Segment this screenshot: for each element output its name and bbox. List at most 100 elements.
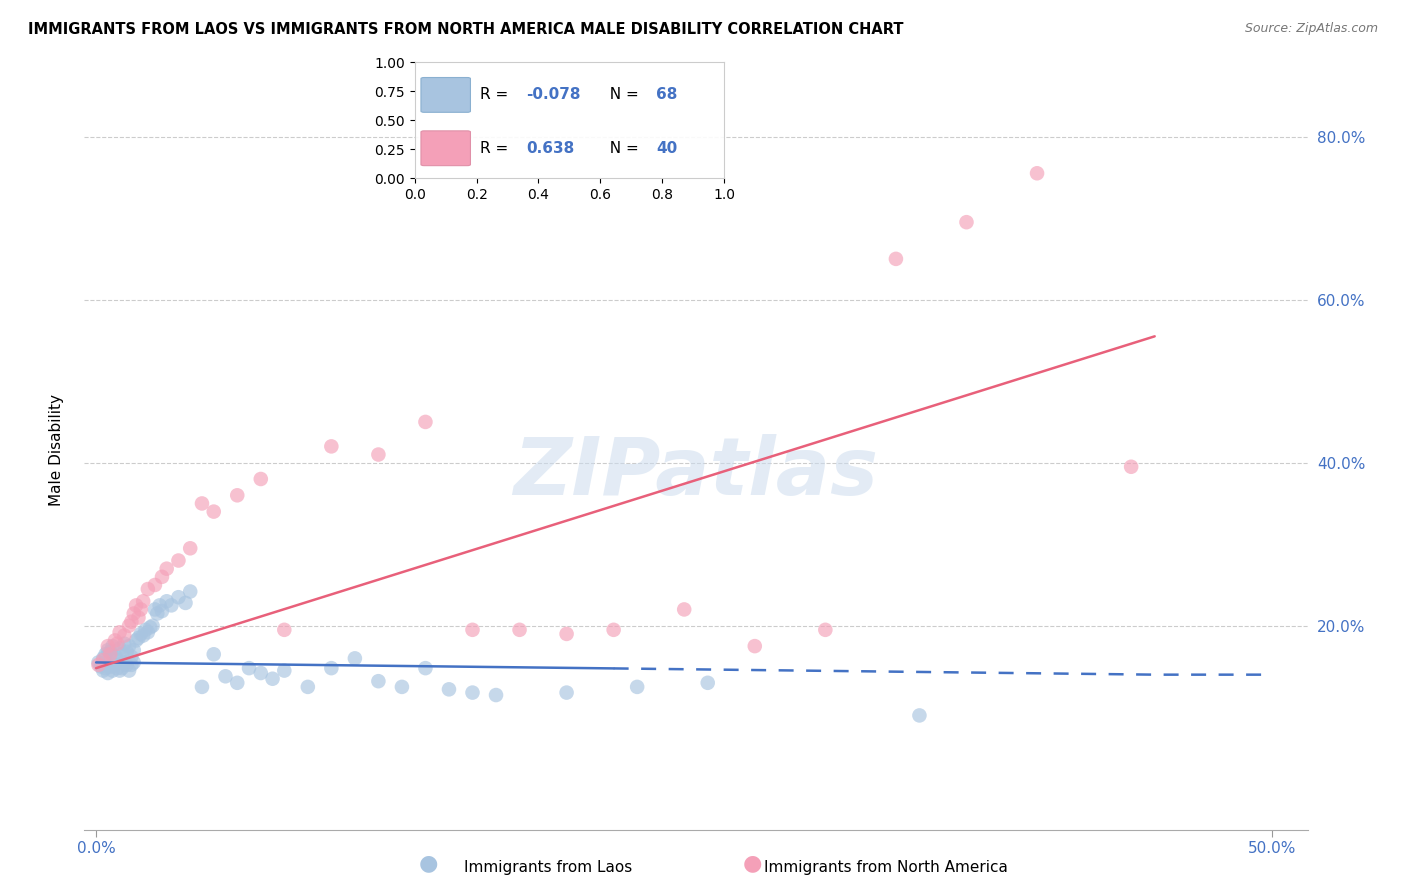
Point bbox=[1026, 166, 1049, 180]
Point bbox=[191, 680, 214, 694]
Text: R =: R = bbox=[479, 141, 517, 156]
Text: N =: N = bbox=[600, 87, 644, 103]
Point bbox=[226, 488, 249, 502]
Text: 40: 40 bbox=[657, 141, 678, 156]
Point bbox=[104, 633, 127, 648]
Point bbox=[112, 656, 135, 670]
Point bbox=[744, 639, 766, 653]
Point bbox=[273, 664, 295, 678]
Point bbox=[884, 252, 907, 266]
Point bbox=[238, 661, 260, 675]
Point bbox=[1121, 459, 1143, 474]
Point bbox=[90, 659, 112, 673]
Point bbox=[367, 674, 389, 689]
Point bbox=[98, 645, 121, 659]
Point bbox=[143, 602, 166, 616]
Point bbox=[136, 625, 159, 640]
Point bbox=[125, 599, 148, 613]
Point bbox=[127, 631, 149, 645]
Point bbox=[555, 685, 578, 699]
Point bbox=[94, 661, 117, 675]
Point bbox=[108, 625, 131, 640]
Point bbox=[120, 649, 142, 664]
Point bbox=[104, 657, 127, 672]
Point bbox=[120, 615, 142, 629]
Point bbox=[249, 472, 271, 486]
Point bbox=[122, 656, 145, 670]
FancyBboxPatch shape bbox=[420, 131, 471, 166]
Point bbox=[105, 637, 128, 651]
Point bbox=[111, 661, 134, 675]
Point bbox=[91, 664, 114, 678]
Point bbox=[179, 584, 201, 599]
Point bbox=[143, 578, 166, 592]
Point bbox=[115, 657, 138, 672]
Point bbox=[167, 591, 190, 605]
Point bbox=[118, 639, 141, 653]
Point bbox=[696, 675, 718, 690]
Point bbox=[111, 647, 134, 661]
Point bbox=[555, 627, 578, 641]
Point bbox=[87, 657, 110, 672]
Point bbox=[321, 661, 343, 675]
Text: Immigrants from Laos: Immigrants from Laos bbox=[464, 861, 633, 875]
Point bbox=[167, 553, 190, 567]
Text: Source: ZipAtlas.com: Source: ZipAtlas.com bbox=[1244, 22, 1378, 36]
Y-axis label: Male Disability: Male Disability bbox=[49, 394, 63, 507]
Point bbox=[101, 639, 124, 653]
Point bbox=[343, 651, 366, 665]
Text: R =: R = bbox=[479, 87, 513, 103]
Point bbox=[105, 653, 128, 667]
Point bbox=[202, 647, 225, 661]
Point bbox=[150, 604, 173, 618]
Point bbox=[415, 415, 437, 429]
Point bbox=[97, 639, 120, 653]
Point bbox=[139, 620, 162, 634]
Text: ZIPatlas: ZIPatlas bbox=[513, 434, 879, 512]
Point bbox=[149, 599, 172, 613]
Point bbox=[214, 669, 236, 683]
FancyBboxPatch shape bbox=[420, 78, 471, 112]
Point bbox=[156, 562, 179, 576]
Point bbox=[174, 596, 197, 610]
Point bbox=[127, 610, 149, 624]
Point bbox=[191, 496, 214, 510]
Point bbox=[122, 643, 145, 657]
Point bbox=[226, 675, 249, 690]
Point bbox=[101, 664, 124, 678]
Point bbox=[367, 448, 389, 462]
Point bbox=[132, 594, 155, 608]
Point bbox=[626, 680, 648, 694]
Point bbox=[673, 602, 696, 616]
Point bbox=[249, 666, 271, 681]
Point bbox=[321, 439, 343, 453]
Point bbox=[146, 607, 169, 621]
Point bbox=[136, 582, 159, 596]
Point bbox=[129, 602, 152, 616]
Point bbox=[132, 628, 155, 642]
Point bbox=[602, 623, 624, 637]
Point bbox=[120, 657, 142, 672]
Point bbox=[814, 623, 837, 637]
Point bbox=[142, 619, 165, 633]
Point bbox=[160, 599, 183, 613]
Point bbox=[87, 656, 110, 670]
Point bbox=[105, 661, 128, 675]
Point bbox=[108, 641, 131, 656]
Point bbox=[91, 651, 114, 665]
Point bbox=[262, 672, 284, 686]
Point bbox=[122, 607, 145, 621]
Point bbox=[125, 633, 148, 648]
Point bbox=[415, 661, 437, 675]
Point bbox=[94, 647, 117, 661]
Point bbox=[273, 623, 295, 637]
Point bbox=[115, 645, 138, 659]
Text: N =: N = bbox=[600, 141, 644, 156]
Point bbox=[297, 680, 319, 694]
Point bbox=[156, 594, 179, 608]
Point bbox=[955, 215, 977, 229]
Point bbox=[135, 623, 157, 637]
Point bbox=[97, 643, 120, 657]
Text: 68: 68 bbox=[657, 87, 678, 103]
Point bbox=[112, 628, 135, 642]
